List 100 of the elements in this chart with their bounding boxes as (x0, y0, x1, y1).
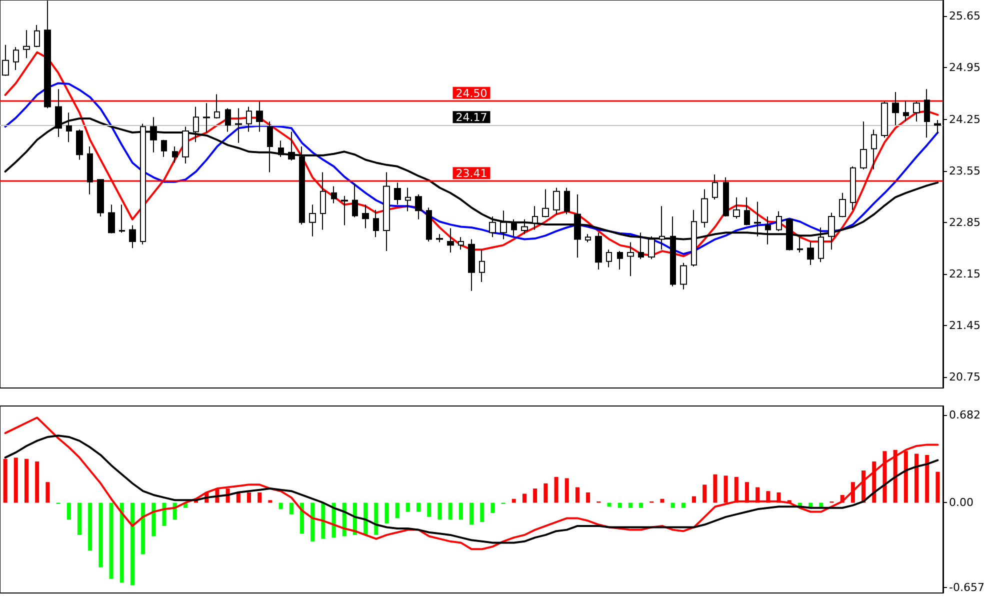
candlestick (723, 176, 729, 217)
candlestick (860, 120, 867, 170)
bar (639, 502, 644, 508)
bar (564, 478, 569, 503)
candlestick (468, 238, 475, 292)
candlestick (701, 188, 708, 228)
candlestick (934, 120, 941, 134)
candlestick (680, 262, 687, 290)
bar (35, 461, 40, 503)
bar (24, 458, 28, 503)
y-tick-label: 0.00 (949, 496, 974, 510)
candlestick (341, 195, 348, 226)
y-tick-label: 25.65 (949, 10, 980, 23)
candlestick (172, 146, 178, 164)
candlestick (712, 174, 718, 200)
y-tick-label: 24.25 (949, 112, 980, 126)
bar (141, 502, 146, 554)
bar (522, 494, 526, 503)
candlestick (108, 204, 115, 234)
y-tick-label: -0.657 (949, 580, 984, 594)
candlestick (871, 129, 877, 170)
bar (458, 502, 463, 520)
bar (98, 502, 103, 568)
bar (278, 502, 283, 510)
candlestick (511, 218, 517, 237)
bar (300, 502, 304, 534)
bar (364, 502, 368, 535)
bar (46, 482, 50, 503)
bar (109, 502, 114, 579)
bar (628, 502, 632, 508)
bar (438, 502, 442, 520)
candlestick (892, 92, 899, 126)
bar (734, 476, 738, 503)
candlestick (627, 242, 634, 277)
candlestick (807, 240, 814, 266)
bar (66, 502, 71, 520)
bar (77, 502, 82, 535)
candlestick (447, 228, 454, 254)
candlestick (129, 224, 136, 249)
y-tick-label: 24.95 (949, 61, 980, 74)
candlestick (352, 182, 358, 218)
candlestick (256, 101, 263, 132)
candlestick (585, 234, 591, 243)
candlestick (214, 94, 220, 120)
candlestick (23, 30, 30, 59)
candlestick (309, 204, 316, 237)
candlestick (383, 172, 390, 252)
y-tick-label: 23.55 (949, 164, 980, 178)
candlestick (881, 101, 888, 138)
candlestick (405, 187, 411, 212)
bar (427, 502, 432, 517)
y-tick-label: 22.85 (949, 216, 980, 229)
bar (702, 484, 707, 503)
bar (533, 488, 538, 503)
candlestick (225, 108, 231, 132)
bar (575, 487, 580, 503)
bar (268, 500, 272, 503)
bar (120, 502, 124, 583)
bar (162, 502, 166, 526)
candlestick (924, 88, 930, 138)
bar (406, 502, 410, 512)
bar (904, 451, 908, 503)
bar (395, 502, 400, 518)
bar (416, 502, 421, 512)
bar (480, 502, 484, 522)
bar (882, 451, 887, 503)
candlestick (320, 172, 326, 230)
candlestick (76, 129, 83, 160)
candlestick (426, 207, 432, 242)
bar (925, 455, 930, 503)
candlestick (776, 210, 782, 232)
bar (88, 502, 92, 550)
bar (936, 472, 940, 503)
bar (512, 498, 516, 503)
bar (448, 502, 452, 520)
bar (258, 492, 262, 503)
y-tick-label: 22.15 (949, 267, 980, 280)
candlestick (119, 204, 125, 234)
candlestick (267, 120, 273, 173)
ref-line-label: 24.17 (456, 111, 488, 124)
y-tick-label: 21.45 (949, 318, 980, 332)
line-series (4, 51, 939, 258)
candlestick (182, 126, 189, 164)
bar (374, 502, 378, 535)
bar (893, 450, 898, 503)
bar (713, 474, 718, 503)
candlestick (34, 24, 40, 48)
candlestick (458, 236, 464, 250)
candlestick (617, 250, 623, 270)
bar (914, 454, 919, 503)
candlestick (288, 131, 295, 161)
candlestick (278, 140, 284, 158)
candlestick (489, 216, 496, 238)
bar (681, 502, 686, 508)
candlestick (87, 146, 93, 195)
candlestick (479, 249, 485, 282)
candlestick (161, 139, 167, 158)
candlestick (913, 101, 920, 122)
bar (660, 498, 664, 503)
line-series (4, 82, 939, 256)
